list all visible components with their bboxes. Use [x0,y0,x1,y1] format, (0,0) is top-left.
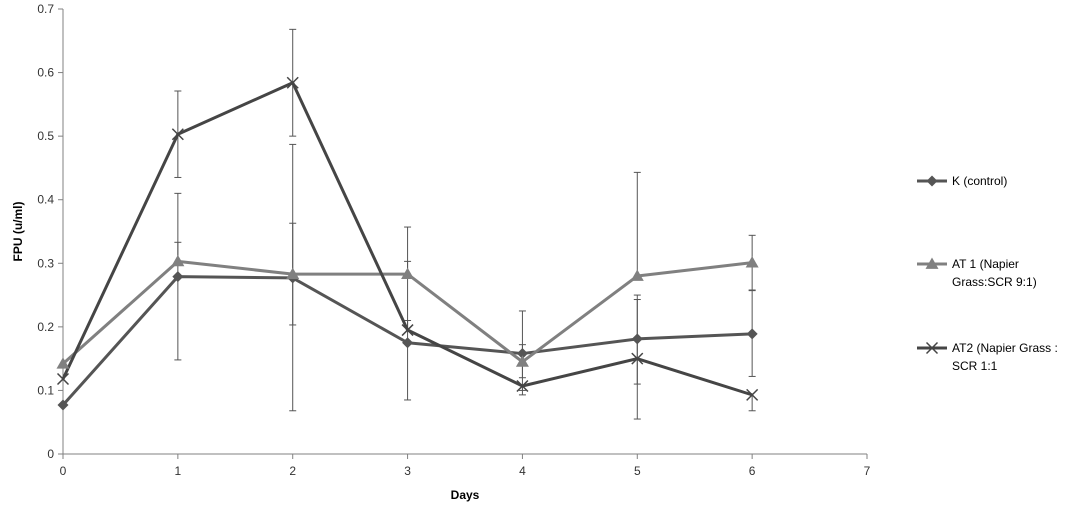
series-1-point [402,337,414,349]
series-1-point [631,333,643,345]
x-axis-title: Days [451,488,480,502]
y-tick-label: 0.1 [37,383,54,397]
legend-label: SCR 1:1 [952,359,998,373]
series-1-point [57,399,69,411]
x-tick-label: 4 [519,464,526,478]
series-2-point [56,357,70,369]
x-tick-label: 3 [404,464,411,478]
axes: 0 0.1 0.2 0.3 0.4 0.5 0.6 0.7 0 1 2 3 4 5 6 7 Days FPU (u… [11,2,871,502]
legend-item-1: K (control) [917,174,1007,188]
x-tick-label: 2 [289,464,296,478]
y-tick-label: 0 [47,447,54,461]
series-2-point [171,254,185,267]
legend-label: K (control) [952,174,1007,188]
x-tick-label: 0 [60,464,67,478]
series-3-point [516,379,529,393]
x-marker-stroke [516,379,529,393]
series-2-point [401,267,415,279]
y-axis-title: FPU (u/ml) [11,202,25,262]
x-marker-stroke [746,388,759,401]
legend: K (control) AT 1 (Napier Grass:SCR 9:1) AT2… [917,174,1058,373]
legend-label: AT 1 (Napier [952,257,1019,271]
x-tick-label: 7 [864,464,871,478]
x-marker-stroke [56,372,70,386]
series-markers [56,76,759,411]
x-marker-stroke [925,341,939,355]
x-marker-stroke [286,76,299,89]
x-marker-stroke [171,128,184,141]
series-3-point [171,128,184,141]
series-3-point [631,352,644,365]
legend-swatch-marker [925,341,939,355]
series-3-point [56,372,70,386]
series-3-point [286,76,299,89]
series-3-point [746,388,759,401]
series-2-point [630,269,644,281]
y-tick-label: 0.7 [37,2,54,16]
y-tick-label: 0.4 [37,193,54,207]
series-2-point [745,256,759,268]
series-1-point [746,328,758,340]
y-tick-label: 0.2 [37,320,54,334]
y-tick-label: 0.3 [37,256,54,270]
x-tick-label: 5 [634,464,641,478]
series-1-point [516,348,528,360]
legend-item-3: AT2 (Napier Grass : SCR 1:1 [917,341,1058,373]
legend-item-2: AT 1 (Napier Grass:SCR 9:1) [917,257,1037,289]
y-tick-label: 0.6 [37,66,54,80]
series-2-point [515,355,529,367]
error-bars [174,28,756,420]
x-marker-stroke [401,324,414,337]
legend-swatch-marker [926,175,938,187]
series-3-point [401,324,414,337]
legend-label: AT2 (Napier Grass : [952,341,1058,355]
x-tick-label: 1 [175,464,182,478]
series-1-point [172,271,184,283]
x-marker-stroke [631,352,644,365]
legend-swatch-marker [925,257,939,269]
legend-label: Grass:SCR 9:1) [952,275,1037,289]
series-2-point [286,267,300,279]
y-tick-label: 0.5 [37,129,54,143]
x-tick-label: 6 [749,464,756,478]
